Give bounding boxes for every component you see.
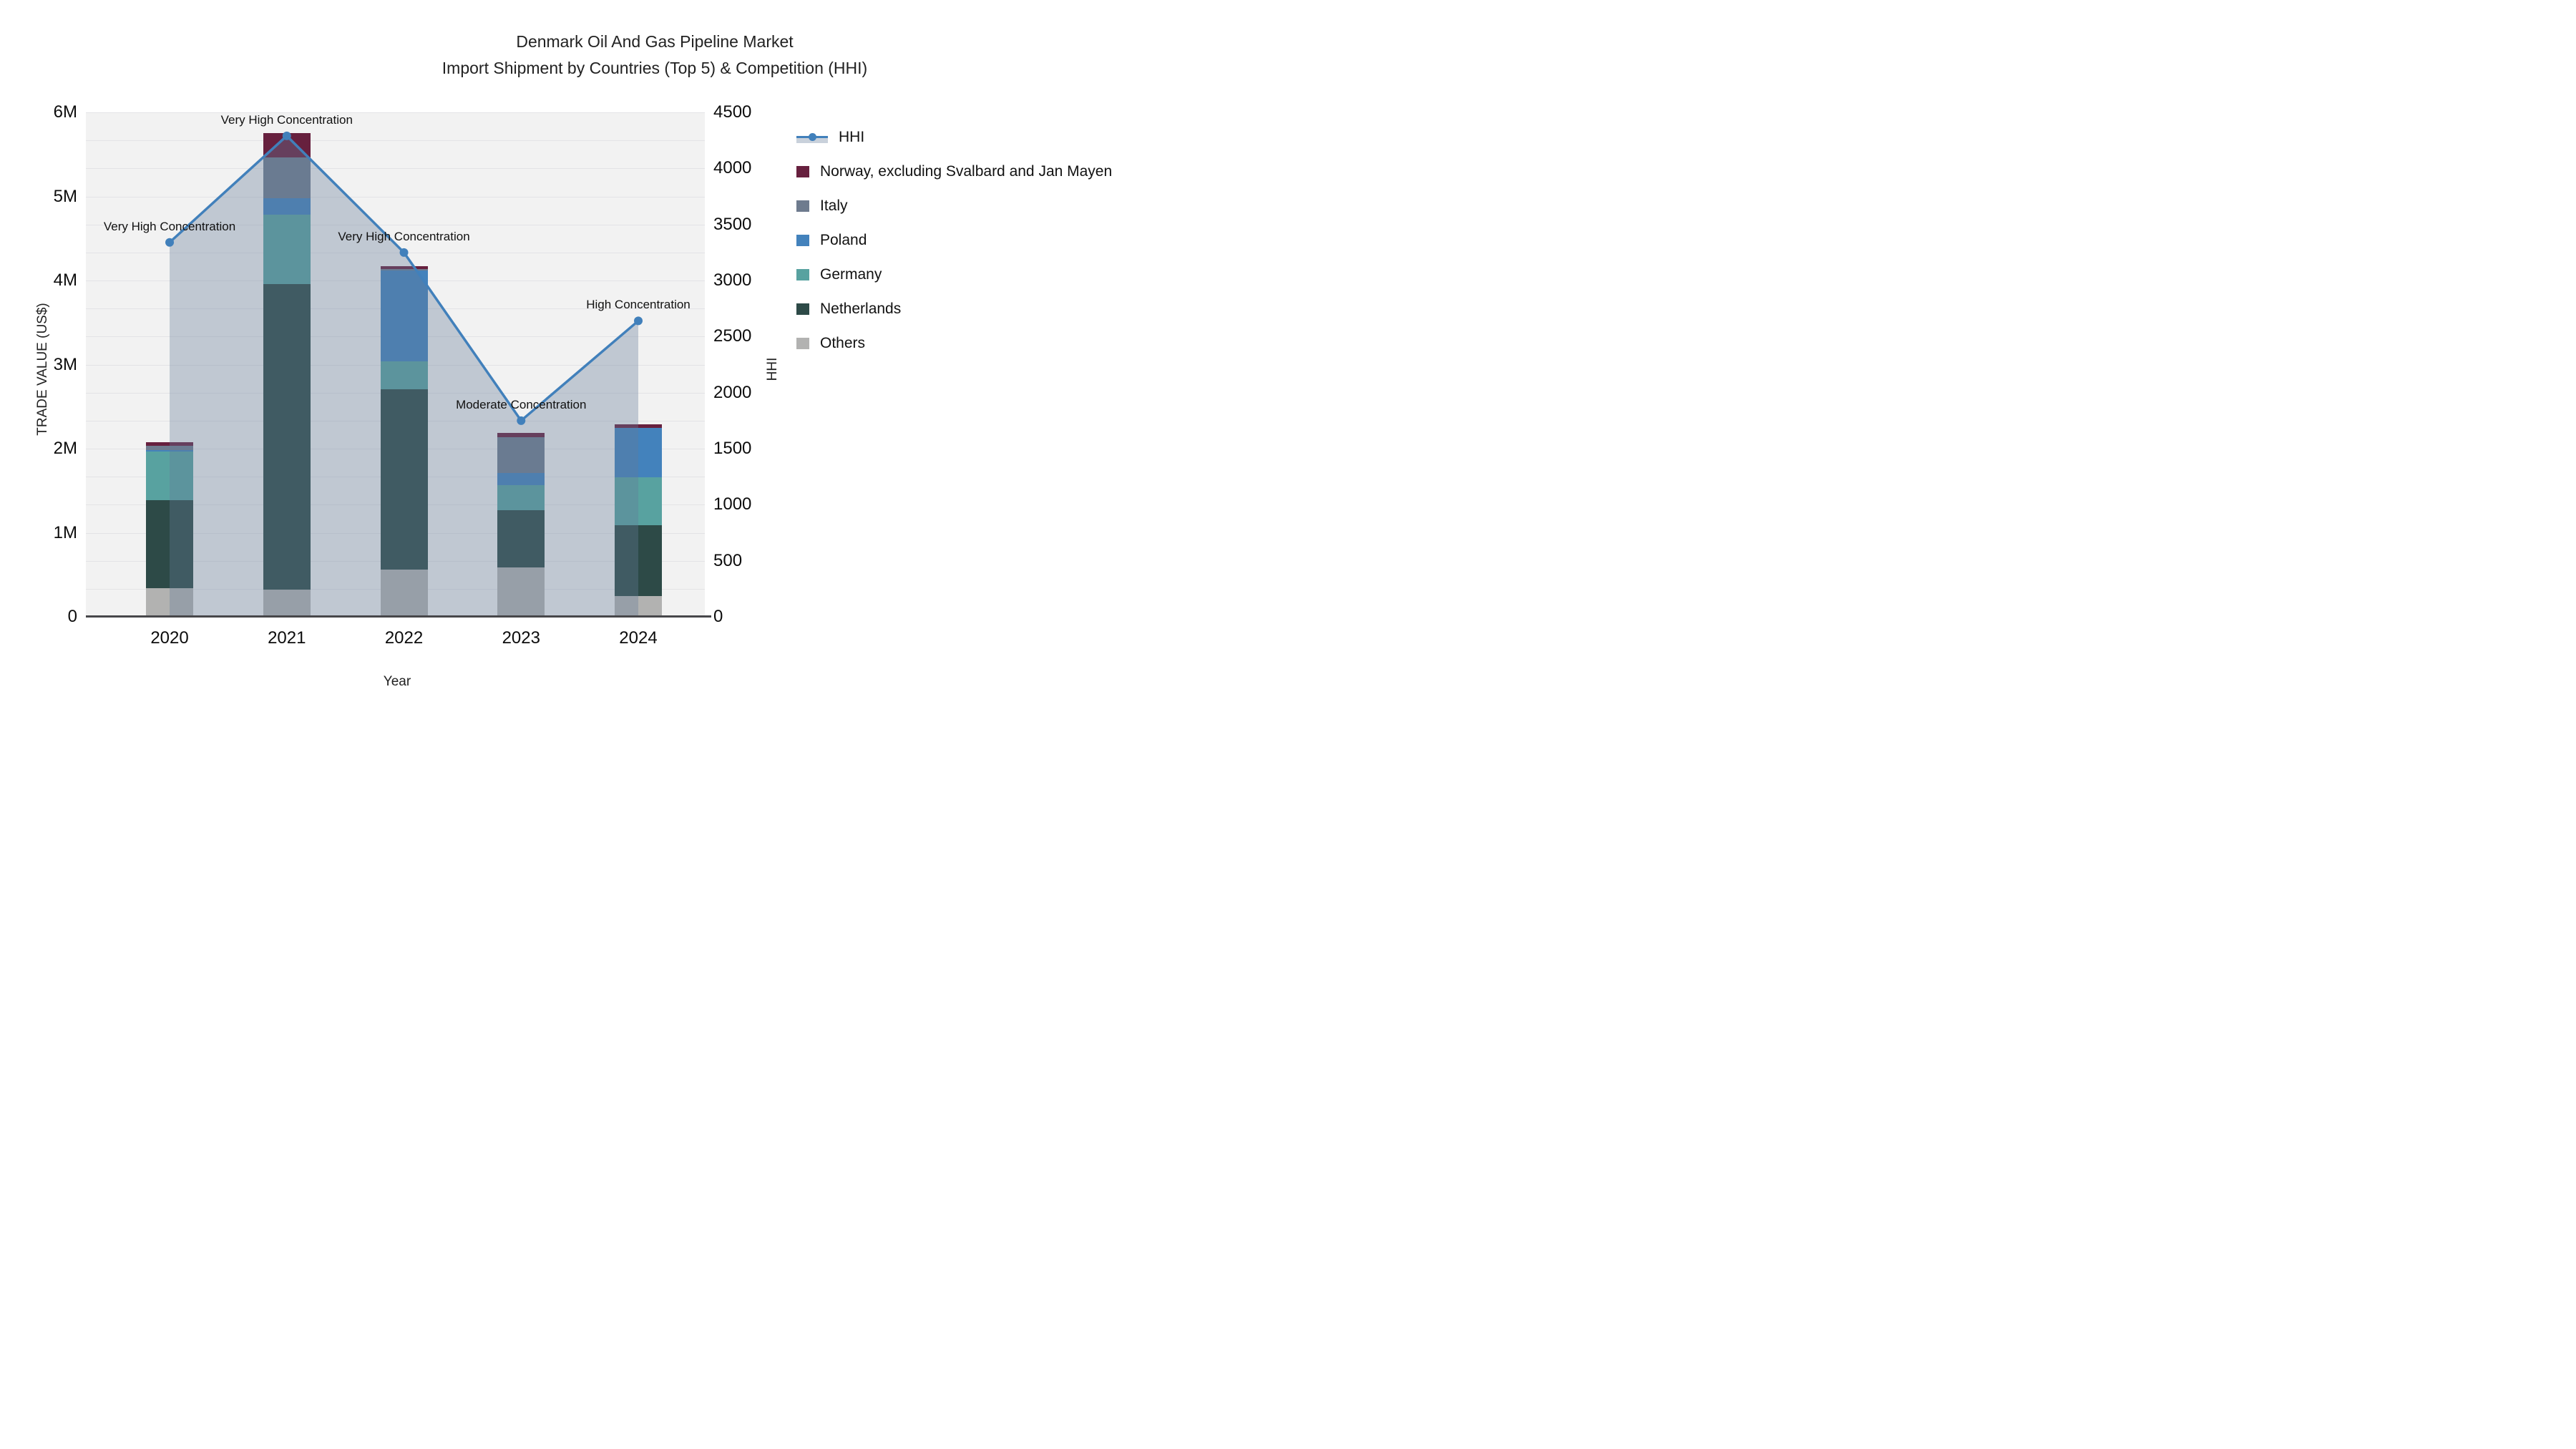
bar-segment-2020-norway xyxy=(146,441,194,447)
gridline xyxy=(86,168,705,170)
y-right-tick-2500: 2500 xyxy=(713,326,752,346)
bar-segment-2024-norway xyxy=(615,424,662,428)
bar-segment-2021-poland xyxy=(263,197,311,215)
y-right-tick-4500: 4500 xyxy=(713,102,752,122)
legend-label: Germany xyxy=(820,266,882,283)
y-right-tick-1500: 1500 xyxy=(713,439,752,458)
hhi-point-2020 xyxy=(165,238,175,247)
bar-segment-2024-netherlands xyxy=(615,525,662,596)
legend-item-others[interactable]: Others xyxy=(796,326,1112,361)
bar-segment-2023-poland xyxy=(497,473,545,485)
legend-label: Norway, excluding Svalbard and Jan Mayen xyxy=(820,163,1113,180)
y-left-tick-6M: 6M xyxy=(53,102,77,122)
y-right-tick-500: 500 xyxy=(713,550,743,570)
legend-color-swatch xyxy=(796,269,809,280)
legend-label: Netherlands xyxy=(820,301,902,317)
bar-segment-2021-italy xyxy=(263,157,311,198)
y-left-tick-4M: 4M xyxy=(53,270,77,290)
bar-segment-2020-netherlands xyxy=(146,499,194,589)
annotation-2020: Very High Concentration xyxy=(103,219,236,233)
annotation-2024: High Concentration xyxy=(586,298,691,312)
legend-label: Poland xyxy=(820,232,867,248)
x-axis-title: Year xyxy=(383,674,411,689)
bar-segment-2023-germany xyxy=(497,484,545,510)
bar-segment-2022-italy xyxy=(380,268,428,270)
legend-label: HHI xyxy=(839,129,865,145)
hhi-point-2024 xyxy=(634,316,643,326)
y-right-tick-0: 0 xyxy=(713,607,723,626)
annotation-2022: Very High Concentration xyxy=(338,229,470,243)
x-tick-2023: 2023 xyxy=(502,628,540,648)
bar-segment-2022-norway xyxy=(380,266,428,269)
bar-segment-2022-netherlands xyxy=(380,389,428,570)
bar-segment-2021-others xyxy=(263,590,311,617)
y-right-tick-2000: 2000 xyxy=(713,382,752,402)
y-left-tick-3M: 3M xyxy=(53,354,77,374)
legend-item-poland[interactable]: Poland xyxy=(796,223,1112,258)
legend: HHI Norway, excluding Svalbard and Jan Ma… xyxy=(796,120,1112,361)
legend-label: Italy xyxy=(820,197,848,214)
legend-item-hhi[interactable]: HHI xyxy=(796,120,1112,155)
annotation-2023: Moderate Concentration xyxy=(456,397,587,411)
chart-title: Denmark Oil And Gas Pipeline Market Impo… xyxy=(0,29,1288,82)
gridline xyxy=(86,112,705,113)
bar-segment-2021-norway xyxy=(263,133,311,158)
legend-color-swatch xyxy=(796,338,809,349)
legend-item-netherlands[interactable]: Netherlands xyxy=(796,292,1112,326)
bar-segment-2024-others xyxy=(615,595,662,617)
chart-title-line2: Import Shipment by Countries (Top 5) & C… xyxy=(441,59,868,77)
x-tick-2022: 2022 xyxy=(384,628,424,648)
bar-segment-2023-netherlands xyxy=(497,509,545,567)
bar-segment-2024-germany xyxy=(615,477,662,525)
bar-segment-2024-poland xyxy=(615,427,662,477)
annotation-2021: Very High Concentration xyxy=(220,112,353,127)
bar-segment-2021-germany xyxy=(263,215,311,284)
x-tick-2020: 2020 xyxy=(150,628,189,648)
bar-segment-2023-others xyxy=(497,567,545,617)
y-right-tick-4000: 4000 xyxy=(713,158,752,178)
y-left-tick-2M: 2M xyxy=(53,439,77,458)
y-right-tick-1000: 1000 xyxy=(713,494,752,514)
legend-item-germany[interactable]: Germany xyxy=(796,258,1112,292)
bar-segment-2020-germany xyxy=(146,451,194,500)
legend-label: Others xyxy=(820,335,866,351)
x-tick-2024: 2024 xyxy=(619,628,658,648)
bar-segment-2023-italy xyxy=(497,436,545,474)
bar-segment-2020-others xyxy=(146,588,194,617)
bar-segment-2022-others xyxy=(380,570,428,617)
legend-item-norway[interactable]: Norway, excluding Svalbard and Jan Mayen xyxy=(796,155,1112,189)
x-tick-2021: 2021 xyxy=(268,628,306,648)
y-left-tick-0: 0 xyxy=(67,607,77,626)
figure: Denmark Oil And Gas Pipeline Market Impo… xyxy=(0,0,1288,725)
bar-segment-2022-poland xyxy=(380,270,428,361)
bar-segment-2023-norway xyxy=(497,432,545,437)
y-left-tick-1M: 1M xyxy=(53,522,77,542)
y-left-tick-5M: 5M xyxy=(53,186,77,206)
legend-color-swatch xyxy=(796,235,809,246)
y-axis-right-title: HHI xyxy=(765,357,780,381)
x-axis-line xyxy=(86,615,711,618)
legend-color-swatch xyxy=(796,166,809,177)
legend-hhi-line-swatch xyxy=(796,131,828,144)
bar-segment-2020-italy xyxy=(146,446,194,451)
bar-segment-2020-poland xyxy=(146,450,194,452)
legend-color-swatch xyxy=(796,200,809,212)
plot-area: Very High Concentration Very High Concent… xyxy=(86,112,711,618)
legend-color-swatch xyxy=(796,303,809,315)
chart-title-line1: Denmark Oil And Gas Pipeline Market xyxy=(516,32,794,51)
y-right-tick-3500: 3500 xyxy=(713,214,752,234)
y-axis-left-title: TRADE VALUE (US$) xyxy=(35,303,50,436)
legend-item-italy[interactable]: Italy xyxy=(796,189,1112,223)
bar-segment-2022-germany xyxy=(380,361,428,389)
y-right-tick-3000: 3000 xyxy=(713,270,752,290)
bar-segment-2021-netherlands xyxy=(263,283,311,590)
gridline xyxy=(86,140,705,142)
